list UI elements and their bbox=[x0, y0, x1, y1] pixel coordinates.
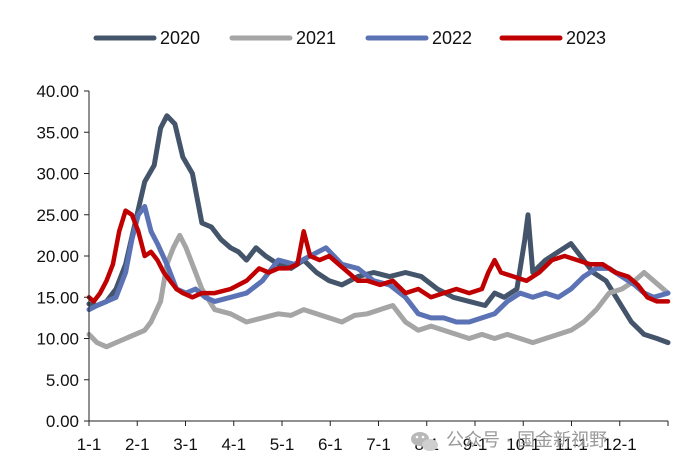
x-tick-label: 5-1 bbox=[270, 435, 295, 454]
series-layer bbox=[86, 113, 671, 350]
y-tick-label: 40.00 bbox=[36, 82, 79, 101]
y-tick-label: 0.00 bbox=[46, 412, 79, 431]
series-line-2021 bbox=[86, 232, 671, 350]
x-tick-label: 12-1 bbox=[603, 435, 637, 454]
x-tick-label: 9-1 bbox=[463, 435, 488, 454]
x-tick-label: 3-1 bbox=[173, 435, 198, 454]
legend-item-2020: 2020 bbox=[93, 28, 200, 48]
y-tick-label: 10.00 bbox=[36, 330, 79, 349]
x-tick-label: 2-1 bbox=[125, 435, 150, 454]
y-tick-label: 25.00 bbox=[36, 206, 79, 225]
series-line-2023 bbox=[86, 208, 671, 304]
legend-item-2021: 2021 bbox=[229, 28, 336, 48]
x-tick-label: 4-1 bbox=[221, 435, 246, 454]
series-line-2020 bbox=[86, 113, 671, 346]
x-tick-label: 10-1 bbox=[506, 435, 540, 454]
series-line-2022 bbox=[86, 204, 671, 325]
y-tick-label: 30.00 bbox=[36, 165, 79, 184]
legend-label: 2020 bbox=[160, 28, 200, 48]
watermark: 公众号 · 国金新视野 bbox=[411, 430, 607, 451]
watermark-text: 公众号 · 国金新视野 bbox=[446, 430, 607, 451]
legend-label: 2021 bbox=[296, 28, 336, 48]
x-tick-label: 6-1 bbox=[318, 435, 343, 454]
legend: 2020 2021 2022 2023 bbox=[93, 28, 606, 48]
legend-item-2023: 2023 bbox=[499, 28, 606, 48]
x-tick-label: 11-1 bbox=[555, 435, 588, 454]
y-tick-label: 35.00 bbox=[36, 123, 79, 142]
axes: 0.00 5.00 10.00 15.00 20.00 25.00 30.00 35.00 40… bbox=[36, 82, 669, 454]
x-tick-label: 1-1 bbox=[77, 435, 102, 454]
legend-label: 2022 bbox=[432, 28, 472, 48]
legend-label: 2023 bbox=[566, 28, 606, 48]
y-tick-label: 20.00 bbox=[36, 247, 79, 266]
wechat-icon bbox=[411, 432, 438, 451]
y-tick-label: 5.00 bbox=[46, 371, 79, 390]
legend-item-2022: 2022 bbox=[365, 28, 472, 48]
x-tick-label: 7-1 bbox=[366, 435, 391, 454]
y-tick-label: 15.00 bbox=[36, 288, 79, 307]
